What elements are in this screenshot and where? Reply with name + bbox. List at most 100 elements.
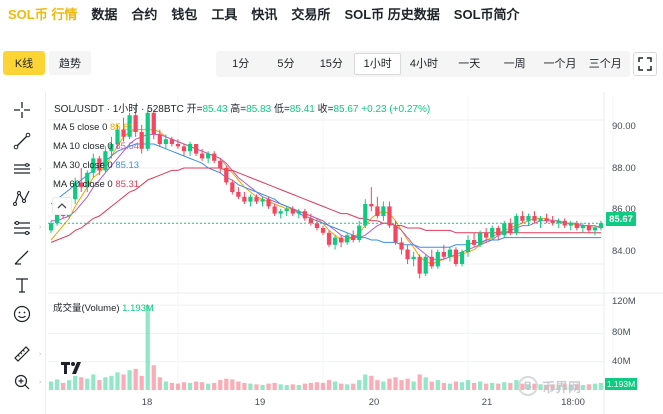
candle-body <box>296 211 301 214</box>
interval-1w-button[interactable]: 一周 <box>503 58 526 70</box>
candle-body <box>502 223 507 236</box>
volume-bar <box>441 382 446 390</box>
volume-tag: 1.193M <box>605 378 637 390</box>
interval-15m-button[interactable]: 15分 <box>319 58 343 70</box>
interval-1mo-button[interactable]: 一个月 <box>543 58 577 70</box>
volume-bar <box>296 385 301 390</box>
fib-retracement-tool[interactable] <box>10 216 34 240</box>
emoji-tool[interactable] <box>10 302 34 326</box>
ma60-label: MA 60 close 0 <box>53 179 113 190</box>
expand-arrow-icon[interactable]: › <box>39 223 42 231</box>
candle-body <box>435 252 440 267</box>
text-tool[interactable] <box>10 273 34 297</box>
volume-bar <box>284 385 289 390</box>
chart-toolbar: K线 趋势 1分 5分 15分 1小时 4小时 一天 一周 一个月 三个月 <box>0 48 663 80</box>
volume-bar <box>574 384 579 390</box>
volume-bar <box>127 370 132 390</box>
candle-body <box>345 235 350 243</box>
nav-item-intro[interactable]: SOL币简介 <box>453 6 520 22</box>
volume-bar <box>411 381 416 390</box>
nav-item-tools[interactable]: 工具 <box>211 6 238 22</box>
volume-bar <box>314 382 320 390</box>
candlestick-chart[interactable] <box>46 92 663 414</box>
volume-bar <box>308 382 314 390</box>
watermark-coin-icon: B <box>518 376 538 396</box>
emoji-icon <box>13 305 31 323</box>
volume-bar <box>193 381 199 390</box>
candle-body <box>417 256 422 274</box>
candle-body <box>508 223 513 233</box>
candle-body <box>91 158 96 173</box>
kline-button[interactable]: K线 <box>3 51 45 75</box>
ma5-label: MA 5 close 0 <box>53 122 108 133</box>
expand-arrow-icon[interactable]: › <box>39 378 42 386</box>
nav-item-exchange[interactable]: 交易所 <box>291 6 331 22</box>
trend-button[interactable]: 趋势 <box>49 51 91 75</box>
trend-line-tool[interactable] <box>10 129 34 153</box>
volume-bar <box>423 377 428 390</box>
candle-body <box>127 115 132 137</box>
candle-body <box>181 146 187 152</box>
crosshair-tool[interactable] <box>10 98 34 122</box>
volume-bar <box>484 383 489 390</box>
volume-bar <box>447 383 453 390</box>
expand-arrow-icon[interactable]: › <box>39 165 42 173</box>
volume-bar <box>103 377 108 390</box>
candle-body <box>465 240 471 252</box>
volume-bar <box>393 377 398 390</box>
candle-body <box>163 139 168 144</box>
watermark-text: 币界网 <box>542 379 582 395</box>
ruler-tool[interactable] <box>10 342 34 366</box>
interval-4h-button[interactable]: 4小时 <box>409 58 439 70</box>
interval-1d-button[interactable]: 一天 <box>458 58 481 70</box>
volume-bar <box>387 378 392 390</box>
brush-tool[interactable] <box>10 245 34 269</box>
candle-body <box>314 223 320 228</box>
volume-bar <box>272 382 277 390</box>
candle-body <box>429 256 434 267</box>
volume-bar <box>260 385 265 390</box>
expand-arrow-icon[interactable]: › <box>39 350 42 358</box>
volume-bar <box>369 375 374 390</box>
nav-item-history[interactable]: SOL币 历史数据 <box>344 6 440 22</box>
horizontal-lines-icon <box>14 163 30 174</box>
interval-1m-button[interactable]: 1分 <box>232 58 250 70</box>
candle-body <box>242 196 247 202</box>
volume-bar <box>85 378 90 390</box>
nav-item-news[interactable]: 快讯 <box>251 6 278 22</box>
fib-retracement-icon <box>14 221 30 235</box>
candle-body <box>278 211 283 214</box>
low-label: 低= <box>273 104 290 115</box>
nav-item-wallet[interactable]: 钱包 <box>171 6 198 22</box>
horizontal-lines-tool[interactable] <box>10 157 34 181</box>
x-tick-label: 19 <box>254 397 266 408</box>
candle-body <box>157 134 162 144</box>
candle-body <box>411 256 416 260</box>
high-value: 85.83 <box>246 104 272 115</box>
volume-bar <box>568 385 573 390</box>
pattern-tool[interactable] <box>10 186 34 210</box>
nav-item-contract[interactable]: 合约 <box>131 6 158 22</box>
candle-body <box>218 160 223 168</box>
zoom-in-tool[interactable] <box>10 370 34 394</box>
collapse-legend-button[interactable] <box>52 197 72 215</box>
nav-item-sol-market[interactable]: SOL币 行情 <box>8 6 78 22</box>
fullscreen-button[interactable] <box>633 52 657 76</box>
interval-3mo-button[interactable]: 三个月 <box>588 58 622 70</box>
candle-body <box>381 206 386 216</box>
volume-bar <box>236 381 241 390</box>
nav-item-data[interactable]: 数据 <box>91 6 118 22</box>
interval-5m-button[interactable]: 5分 <box>277 58 295 70</box>
candle-body <box>272 206 277 214</box>
volume-bar <box>121 374 126 390</box>
candle-body <box>212 153 217 161</box>
y-tick-label: 86.00 <box>612 204 636 215</box>
candle-body <box>224 168 229 183</box>
volume-bar <box>477 381 483 390</box>
chart-area[interactable]: SOL/USDT · 1小时 · 528BTC 开=85.43 高=85.83 … <box>46 92 663 414</box>
interval-1h-button[interactable]: 1小时 <box>353 53 402 75</box>
candle-body <box>393 225 398 243</box>
candle-body <box>199 153 205 159</box>
volume-legend: 成交量(Volume) 1.193M <box>53 300 154 314</box>
volume-bar <box>302 383 307 390</box>
